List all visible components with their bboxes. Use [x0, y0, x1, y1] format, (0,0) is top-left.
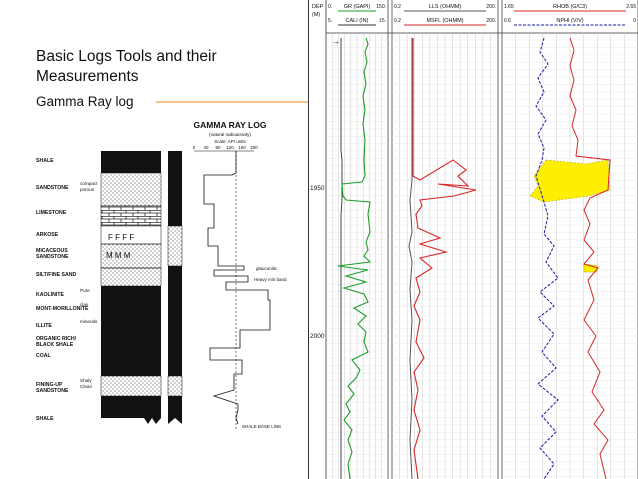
shale-base-note: SHALE BASE LINE [242, 424, 281, 429]
cali-curve [340, 38, 343, 479]
depth-label-1950: 1950 [310, 185, 325, 192]
lithology-label-11: FINING-UP SANDSTONE [36, 382, 69, 394]
track3-curves [529, 37, 611, 479]
lithology-label-2: LIMESTONE [36, 210, 67, 216]
bed-sandstone [100, 172, 162, 207]
gr-log-title: GAMMA RAY LOG [194, 120, 267, 130]
track2-curve2-max: 200. [486, 18, 496, 24]
lithology-label-8: ILLITE [36, 323, 52, 329]
slide-title: Basic Logs Tools and their Measurements [36, 48, 217, 85]
track3-curve2-max: 0 [633, 18, 636, 24]
lithology-label-0: SHALE [36, 158, 54, 164]
bed-clay-minerals [101, 286, 161, 376]
bed-shale-base [101, 396, 161, 424]
mica-symbols: M M M [106, 251, 131, 260]
crossover-fill-2 [583, 263, 599, 273]
arkose-symbols: F F F F [108, 233, 134, 242]
lithology-label-12: SHALE [36, 416, 54, 422]
heavy-min-note: Heavy min band [254, 277, 287, 282]
lithology-note-7: clay [80, 302, 89, 307]
lithology-notes: compact porous Pure clay minerals Shaly Clean [80, 181, 98, 389]
track1-curve1-max: 150. [376, 4, 386, 10]
bed-fining-up-sandstone [100, 375, 162, 397]
gamma-ray-log-label: Gamma Ray log [36, 94, 134, 109]
track1-curve2-name: CALI (IN) [346, 18, 369, 24]
bed-shale-top [101, 151, 161, 173]
gr-scale-tick-40: 40 [203, 145, 209, 150]
lls-curve [408, 38, 413, 479]
track2-curve1-min: 0.2 [394, 4, 401, 10]
gr-log-scale: Scale: API units [214, 139, 246, 144]
track1-curve2-min: 5. [328, 18, 332, 24]
gr-scale-ticks: 0 40 80 120 160 200 [193, 145, 259, 150]
track3-curve1-min: 1.65 [504, 4, 514, 10]
gr-scale-tick-200: 200 [250, 145, 258, 150]
lithology-column-secondary [167, 151, 183, 424]
track2-curves [408, 38, 477, 479]
depth-marker-icon: → [332, 37, 340, 46]
lithology-label-6: KAOLINITE [36, 292, 64, 298]
bed-limestone [100, 205, 162, 227]
cave-note: cave [147, 406, 158, 412]
well-log-panel: DEP (M) 0. GR (GAPI) 150. 5. CALI (IN) 15. 0.2… [308, 0, 638, 479]
column2-sand [167, 225, 183, 267]
lithology-label-7: MONT-MORILLONITE [36, 306, 89, 312]
lithology-note-6: Pure [80, 288, 90, 293]
column2-sandstone [167, 375, 183, 397]
crossover-fill [529, 159, 611, 203]
depth-unit-label: (M) [312, 12, 320, 18]
lithology-label-9: ORGANIC RICH/BLACK SHALE [36, 336, 77, 348]
lithology-label-3: ARKOSE [36, 232, 59, 238]
lithology-note-11: Shaly Clean [80, 378, 92, 389]
column2-shale [168, 266, 182, 376]
gamma-ray-curve [203, 151, 271, 425]
glauconitic-note: glauconitic [256, 266, 278, 271]
gr-curve [337, 37, 372, 479]
column2-top [168, 151, 182, 226]
track1-curve1-name: GR (GAPI) [344, 4, 371, 10]
gamma-ray-log-diagram: GAMMA RAY LOG (natural radioactivity) Sc… [36, 120, 287, 430]
lithology-label-4: MICACEOUS SANDSTONE [36, 248, 69, 260]
gr-scale-tick-80: 80 [215, 145, 221, 150]
gr-scale-tick-0: 0 [193, 145, 196, 150]
track2-curve2-name: MSFL (OHMM) [426, 18, 463, 24]
nphi-curve [535, 37, 559, 479]
track2-curve1-max: 200. [486, 4, 496, 10]
bed-silt [100, 267, 162, 287]
msfl-curve [412, 38, 477, 479]
track3-curve2-name: NPHI (V/V) [556, 18, 583, 24]
track1-curve2-max: 15. [379, 18, 386, 24]
lithology-column-main: F F F F M M M [100, 151, 162, 424]
depth-label-2000: 2000 [310, 333, 325, 340]
lithology-labels: SHALE SANDSTONE LIMESTONE ARKOSE MICACEOUS SA… [36, 158, 89, 422]
track1-curve1-min: 0. [328, 4, 332, 10]
gr-log-subtitle: (natural radioactivity) [209, 132, 251, 137]
column2-base [168, 396, 182, 424]
lithology-note-1: compact porous [80, 181, 98, 192]
track3-curve1-name: RHOB (G/C3) [553, 4, 587, 10]
lithology-label-1: SANDSTONE [36, 185, 69, 191]
well-log-background [308, 0, 638, 479]
track3-curve2-min: 0.6 [504, 18, 511, 24]
track2-curve2-min: 0.2 [394, 18, 401, 24]
lithology-label-10: COAL [36, 353, 52, 359]
lithology-note-8: minerals [80, 319, 98, 324]
track1-curves [337, 37, 372, 479]
gr-scale-tick-120: 120 [226, 145, 234, 150]
track2-curve1-name: LLS (OHMM) [429, 4, 462, 10]
rhob-curve [569, 37, 611, 479]
track3-curve1-max: 2.65 [626, 4, 636, 10]
gr-scale-tick-160: 160 [238, 145, 246, 150]
lithology-label-5: SILT/FINE SAND [36, 272, 77, 278]
depth-header-label: DEP [312, 4, 324, 10]
bed-micaceous-sandstone [100, 243, 162, 269]
track-headers: 0. GR (GAPI) 150. 5. CALI (IN) 15. 0.2 LLS (OHM… [328, 4, 636, 26]
